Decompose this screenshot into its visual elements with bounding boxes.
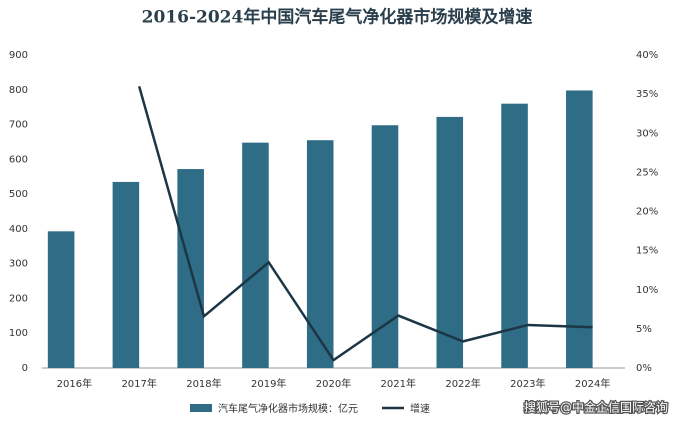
bar [47,231,75,368]
x-tick-label: 2018年 [186,377,221,390]
x-tick-label: 2021年 [381,377,416,390]
y-tick-label: 900 [9,50,28,61]
y2-tick-label: 40% [636,50,658,61]
y-tick-label: 800 [9,85,28,96]
y2-tick-label: 30% [636,128,658,139]
bar [501,103,528,368]
x-tick-label: 2016年 [57,377,92,390]
y-tick-label: 100 [9,328,28,339]
y-tick-label: 200 [9,293,28,304]
legend-swatch [190,404,212,412]
y2-tick-label: 10% [636,285,658,296]
bar [436,116,464,368]
x-tick-label: 2024年 [575,377,610,390]
y2-tick-label: 20% [636,207,658,218]
y-tick-label: 400 [9,224,28,235]
y-tick-label: 0 [22,363,28,374]
y2-tick-label: 25% [636,167,658,178]
y2-tick-label: 15% [636,246,658,257]
bar [242,142,269,368]
x-tick-label: 2017年 [121,377,156,390]
x-tick-label: 2020年 [316,377,351,390]
y-tick-label: 700 [9,120,28,131]
bar [371,125,399,368]
line [137,85,593,362]
y2-tick-label: 5% [636,324,652,335]
y-tick-label: 300 [9,259,28,270]
watermark: 搜狐号@中金企信国际咨询 [524,400,668,415]
legend-label: 增速 [410,402,430,415]
x-tick-label: 2023年 [510,377,545,390]
y-tick-label: 500 [9,189,28,200]
y2-tick-label: 0% [636,363,652,374]
bar [566,90,593,369]
chart-title: 2016-2024年中国汽车尾气净化器市场规模及增速 [142,7,533,28]
legend-label: 汽车尾气净化器市场规模：亿元 [218,402,358,415]
bar [112,181,140,368]
y-tick-label: 600 [9,154,28,165]
y2-tick-label: 35% [636,89,658,100]
bar [306,140,334,368]
x-tick-label: 2019年 [251,377,286,390]
x-tick-label: 2022年 [445,377,480,390]
